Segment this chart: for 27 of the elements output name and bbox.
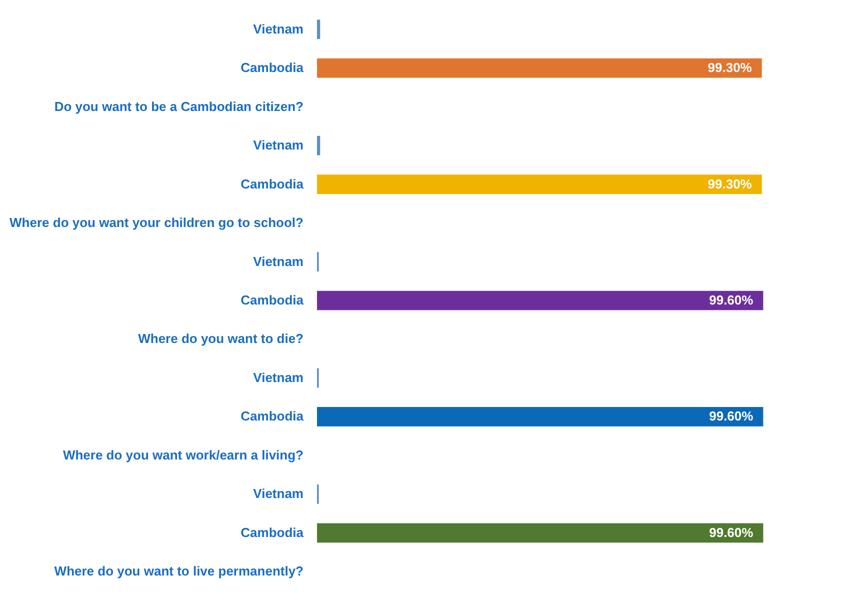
data-label: 99.60% [709, 408, 754, 424]
y-tick-label: Where do you want work/earn a living? [62, 447, 304, 462]
bar [317, 290, 764, 310]
y-tick-label: Cambodia [240, 408, 304, 424]
y-tick-label: Vietnam [253, 21, 304, 36]
y-tick-label: Cambodia [240, 292, 304, 308]
y-tick-label: Cambodia [240, 176, 304, 192]
y-tick-label: Where do you want your children go to school? [10, 215, 304, 230]
y-tick-label: Cambodia [240, 60, 304, 76]
y-tick-label: Cambodia [240, 524, 304, 540]
y-tick-label: Where do you want to live permanently? [54, 564, 304, 579]
bar [317, 20, 320, 40]
bar [317, 58, 762, 78]
y-tick-label: Vietnam [253, 486, 304, 502]
data-label: 99.30% [708, 176, 752, 192]
y-tick-label: Vietnam [253, 138, 304, 153]
data-label: 99.60% [709, 292, 754, 308]
y-tick-label: Vietnam [253, 254, 304, 269]
bar [317, 407, 764, 426]
data-label: 99.60% [709, 524, 754, 540]
bar [317, 174, 762, 194]
data-label: 99.30% [708, 60, 752, 76]
bar [317, 136, 320, 156]
y-tick-label: Where do you want to die? [138, 331, 304, 346]
bar [317, 523, 764, 543]
y-tick-label: Vietnam [253, 370, 304, 385]
y-tick-label: Do you want to be a Cambodian citizen? [54, 98, 304, 114]
